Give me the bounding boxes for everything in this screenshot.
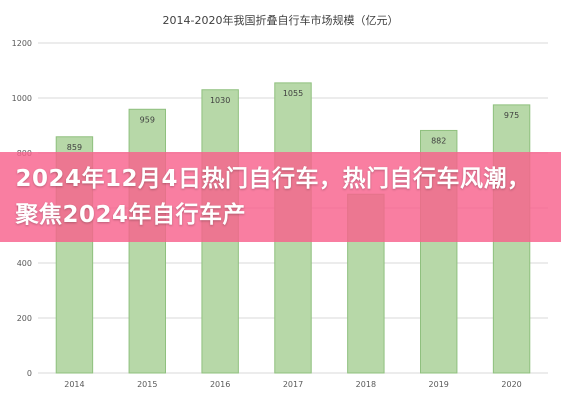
chart-title: 2014-2020年我国折叠自行车市场规模（亿元） xyxy=(162,14,399,27)
y-tick-label: 200 xyxy=(17,314,32,323)
data-label-2019: 882 xyxy=(431,136,446,145)
data-label-2020: 975 xyxy=(504,111,519,120)
y-tick-label: 1200 xyxy=(12,39,32,48)
x-tick-label-2014: 2014 xyxy=(64,380,84,389)
y-tick-label: 0 xyxy=(27,369,32,378)
x-tick-label-2016: 2016 xyxy=(210,380,230,389)
y-tick-label: 1000 xyxy=(12,94,32,103)
x-tick-label-2019: 2019 xyxy=(429,380,449,389)
data-label-2015: 959 xyxy=(140,115,155,124)
x-tick-label-2017: 2017 xyxy=(283,380,303,389)
x-tick-label-2015: 2015 xyxy=(137,380,157,389)
headline-text: 2024年12月4日热门自行车，热门自行车风潮，聚焦2024年自行车产 xyxy=(15,166,531,228)
data-label-2017: 1055 xyxy=(283,89,303,98)
y-tick-label: 400 xyxy=(17,259,32,268)
x-tick-label-2018: 2018 xyxy=(356,380,376,389)
headline-banner: 2024年12月4日热门自行车，热门自行车风潮，聚焦2024年自行车产 xyxy=(0,152,561,242)
data-label-2014: 859 xyxy=(67,143,82,152)
data-label-2016: 1030 xyxy=(210,96,230,105)
x-tick-label-2020: 2020 xyxy=(501,380,521,389)
